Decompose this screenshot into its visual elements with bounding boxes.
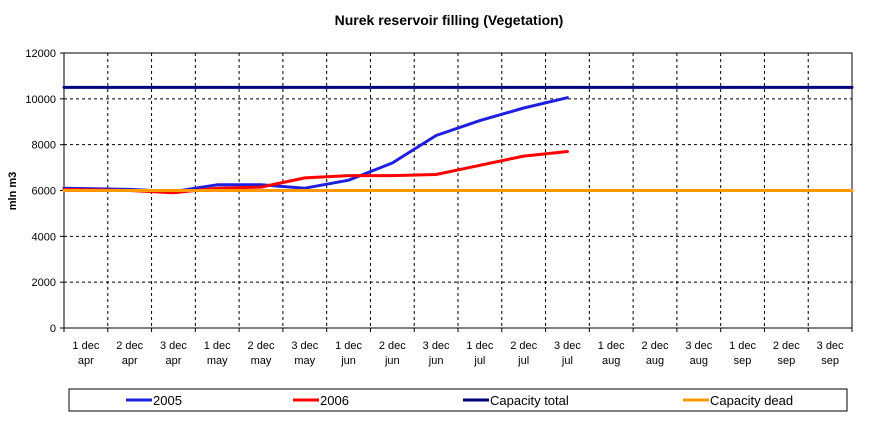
x-tick-label: 2 dec [116,340,143,352]
x-tick-label-month: sep [734,355,752,367]
x-tick-label-month: sep [821,355,839,367]
x-tick-label: 3 dec [291,340,318,352]
x-tick-label-month: apr [78,355,94,367]
x-tick-label-month: sep [777,355,795,367]
x-tick-label: 2 dec [510,340,537,352]
plot-area: 0 2000 4000 6000 8000 10000 12000 1 dec apr 2 dec… [25,48,854,367]
y-tick-label: 4000 [32,231,56,243]
legend: 2005 2006 Capacity total Capacity dead [68,388,848,412]
x-tick-label: 3 dec [160,340,187,352]
x-tick-label-month: jul [561,355,573,367]
x-tick-label-month: jul [517,355,529,367]
x-tick-label: 1 dec [729,340,756,352]
x-tick-label-month: may [294,355,315,367]
y-tick-label: 0 [50,323,56,335]
chart-title: Nurek reservoir filling (Vegetation) [335,12,564,28]
x-tick-label: 1 dec [466,340,493,352]
x-tick-label: 3 dec [817,340,844,352]
x-tick-label: 2 dec [379,340,406,352]
legend-label-capacity-total: Capacity total [490,393,569,408]
x-tick-label-month: may [251,355,272,367]
y-tick-label: 10000 [25,94,56,106]
x-tick-label: 3 dec [685,340,712,352]
legend-frame [68,388,848,412]
x-tick-label-month: aug [690,355,708,367]
x-tick-label-month: apr [165,355,181,367]
x-tick-label-month: apr [122,355,138,367]
legend-label-2005: 2005 [153,393,182,408]
x-tick-label: 1 dec [72,340,99,352]
legend-label-capacity-dead: Capacity dead [710,393,793,408]
x-tick-label: 1 dec [598,340,625,352]
series-line-2006 [62,150,569,195]
x-tick-label-month: jun [384,355,400,367]
x-tick-label: 3 dec [423,340,450,352]
y-tick-label: 2000 [32,277,56,289]
x-tick-label-month: aug [646,355,664,367]
x-tick-label-month: aug [602,355,620,367]
x-tick-label: 3 dec [554,340,581,352]
x-tick-label-month: jun [428,355,444,367]
x-tick-label-month: jul [473,355,485,367]
x-tick-label: 1 dec [204,340,231,352]
legend-label-2006: 2006 [320,393,349,408]
y-axis-label: mln m3 [7,172,19,211]
x-tick-label: 2 dec [642,340,669,352]
x-tick-label: 1 dec [335,340,362,352]
x-tick-label-month: may [207,355,228,367]
y-tick-label: 6000 [32,186,56,198]
x-tick-label: 2 dec [773,340,800,352]
y-tick-label: 8000 [32,140,56,152]
x-tick-label: 2 dec [248,340,275,352]
x-tick-label-month: jun [340,355,356,367]
y-tick-label: 12000 [25,48,56,60]
